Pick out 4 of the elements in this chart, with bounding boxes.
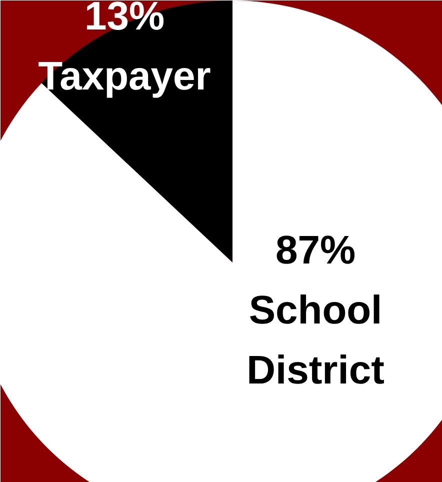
slice-label: School District [246,288,384,392]
data-label: 13% [84,0,165,38]
slice-label: Taxpayer [38,54,211,98]
data-label: 87% [275,228,356,272]
